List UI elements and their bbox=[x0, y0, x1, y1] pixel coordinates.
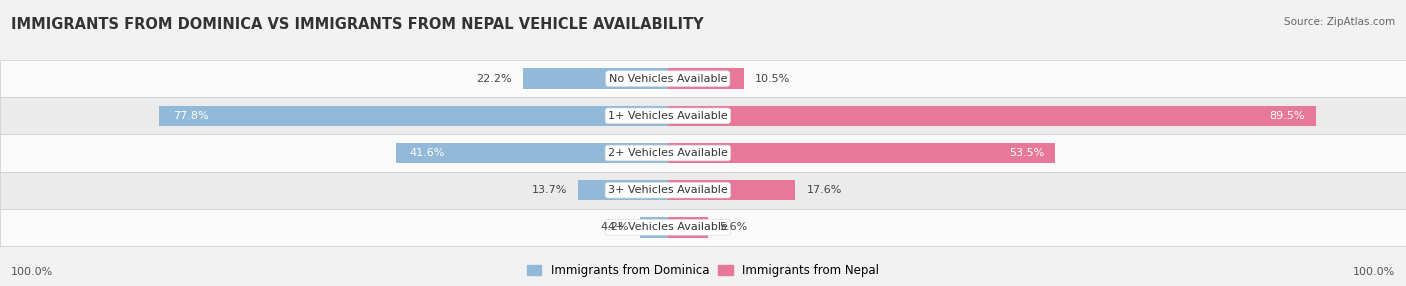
Text: Source: ZipAtlas.com: Source: ZipAtlas.com bbox=[1284, 17, 1395, 27]
Text: 53.5%: 53.5% bbox=[1008, 148, 1045, 158]
Bar bbox=[668, 180, 796, 200]
Text: 2+ Vehicles Available: 2+ Vehicles Available bbox=[607, 148, 728, 158]
Text: 41.6%: 41.6% bbox=[411, 148, 446, 158]
Text: 17.6%: 17.6% bbox=[807, 185, 842, 195]
Text: 22.2%: 22.2% bbox=[475, 74, 512, 84]
Text: 77.8%: 77.8% bbox=[173, 111, 209, 121]
Bar bbox=[0, 97, 1406, 134]
Bar bbox=[668, 68, 744, 89]
Bar bbox=[0, 134, 1406, 172]
Text: No Vehicles Available: No Vehicles Available bbox=[609, 74, 727, 84]
Text: 4+ Vehicles Available: 4+ Vehicles Available bbox=[607, 223, 728, 232]
Bar bbox=[0, 60, 1406, 97]
Text: 1+ Vehicles Available: 1+ Vehicles Available bbox=[607, 111, 728, 121]
Legend: Immigrants from Dominica, Immigrants from Nepal: Immigrants from Dominica, Immigrants fro… bbox=[527, 264, 879, 277]
Bar bbox=[668, 217, 709, 238]
Bar bbox=[578, 180, 668, 200]
Text: 89.5%: 89.5% bbox=[1270, 111, 1305, 121]
Bar bbox=[0, 172, 1406, 209]
Text: 100.0%: 100.0% bbox=[11, 267, 53, 277]
Text: 13.7%: 13.7% bbox=[531, 185, 567, 195]
Bar bbox=[0, 209, 1406, 246]
Bar bbox=[668, 143, 1056, 163]
Text: 3+ Vehicles Available: 3+ Vehicles Available bbox=[607, 185, 728, 195]
Text: 5.6%: 5.6% bbox=[720, 223, 748, 232]
Text: IMMIGRANTS FROM DOMINICA VS IMMIGRANTS FROM NEPAL VEHICLE AVAILABILITY: IMMIGRANTS FROM DOMINICA VS IMMIGRANTS F… bbox=[11, 17, 704, 32]
Text: 100.0%: 100.0% bbox=[1353, 267, 1395, 277]
Text: 4.2%: 4.2% bbox=[600, 223, 628, 232]
Text: 10.5%: 10.5% bbox=[755, 74, 790, 84]
Bar bbox=[159, 106, 668, 126]
Bar bbox=[668, 106, 1316, 126]
Bar bbox=[523, 68, 668, 89]
Bar bbox=[396, 143, 668, 163]
Bar bbox=[640, 217, 668, 238]
